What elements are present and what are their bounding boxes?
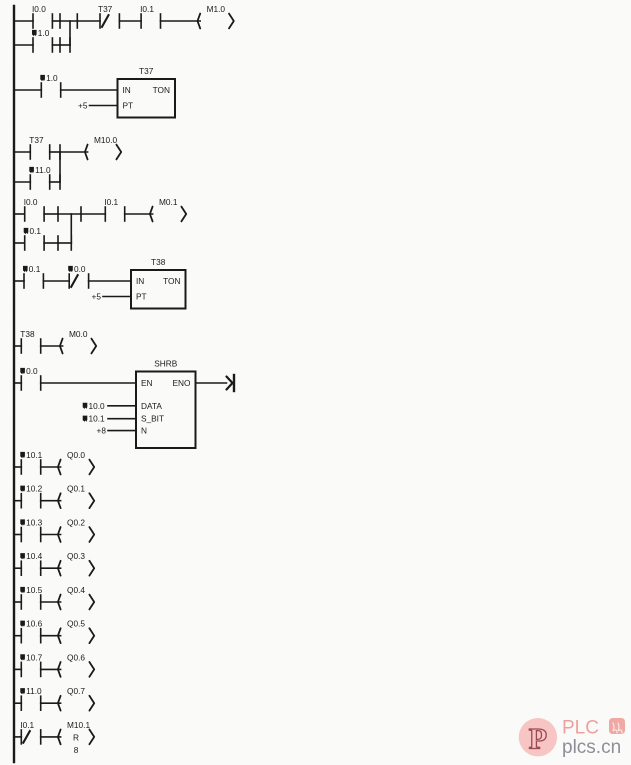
- svg-text:+5: +5: [92, 292, 102, 302]
- svg-text:T37: T37: [98, 4, 113, 14]
- svg-text:N: N: [141, 426, 147, 436]
- svg-text:R: R: [73, 732, 79, 742]
- svg-text:TON: TON: [153, 85, 170, 95]
- svg-text:I0.1: I0.1: [140, 4, 154, 14]
- svg-text:M10.0: M10.0: [94, 135, 117, 145]
- svg-text:10.3: 10.3: [26, 518, 43, 528]
- svg-text:Q0.0: Q0.0: [67, 450, 85, 460]
- svg-text:plcs.cn: plcs.cn: [562, 737, 621, 758]
- svg-text:Q0.5: Q0.5: [67, 619, 85, 629]
- svg-text:Q0.3: Q0.3: [67, 551, 85, 561]
- svg-text:0.0: 0.0: [74, 264, 86, 274]
- svg-text:10.5: 10.5: [26, 585, 43, 595]
- svg-text:0.1: 0.1: [30, 226, 42, 236]
- svg-text:10.6: 10.6: [26, 619, 43, 629]
- svg-text:EN: EN: [141, 378, 153, 388]
- svg-text:I0.1: I0.1: [104, 197, 118, 207]
- svg-text:IN: IN: [136, 276, 144, 286]
- svg-text:M10.1: M10.1: [67, 720, 90, 730]
- svg-text:Q0.1: Q0.1: [67, 484, 85, 494]
- svg-text:TON: TON: [163, 276, 180, 286]
- svg-text:Q0.4: Q0.4: [67, 585, 85, 595]
- svg-text:PT: PT: [136, 292, 147, 302]
- svg-text:M0.1: M0.1: [159, 197, 178, 207]
- svg-text:0.1: 0.1: [29, 264, 41, 274]
- svg-text:10.7: 10.7: [26, 652, 43, 662]
- svg-text:8: 8: [74, 745, 79, 755]
- svg-text:10.1: 10.1: [26, 450, 43, 460]
- svg-text:M0.0: M0.0: [69, 329, 88, 339]
- svg-text:0.0: 0.0: [26, 366, 38, 376]
- svg-text:Q0.6: Q0.6: [67, 652, 85, 662]
- svg-text:P: P: [529, 723, 547, 756]
- svg-text:11.0: 11.0: [26, 686, 42, 696]
- svg-text:+5: +5: [78, 101, 88, 111]
- svg-text:IN: IN: [123, 85, 131, 95]
- svg-text:ENO: ENO: [173, 378, 192, 388]
- svg-text:+8: +8: [97, 426, 107, 436]
- svg-text:SHRB: SHRB: [154, 359, 178, 369]
- svg-text:S_BIT: S_BIT: [141, 414, 164, 424]
- svg-text:T37: T37: [29, 135, 44, 145]
- svg-text:M1.0: M1.0: [207, 4, 226, 14]
- svg-text:1.0: 1.0: [46, 73, 58, 83]
- svg-text:DATA: DATA: [141, 401, 162, 411]
- svg-text:1.0: 1.0: [38, 28, 50, 38]
- svg-text:I0.0: I0.0: [32, 4, 46, 14]
- svg-text:T37: T37: [139, 66, 154, 76]
- svg-text:PLC: PLC: [562, 718, 599, 739]
- svg-text:I0.1: I0.1: [20, 720, 34, 730]
- svg-text:10.0: 10.0: [89, 401, 106, 411]
- svg-text:10.2: 10.2: [26, 484, 43, 494]
- svg-text:PT: PT: [123, 101, 134, 111]
- svg-text:10.1: 10.1: [89, 414, 106, 424]
- svg-text:Q0.2: Q0.2: [67, 518, 85, 528]
- svg-text:I0.0: I0.0: [24, 197, 38, 207]
- svg-text:11.0: 11.0: [35, 165, 51, 175]
- svg-text:T38: T38: [151, 257, 166, 267]
- svg-text:T38: T38: [20, 329, 35, 339]
- svg-text:Q0.7: Q0.7: [67, 686, 85, 696]
- svg-text:10.4: 10.4: [26, 551, 43, 561]
